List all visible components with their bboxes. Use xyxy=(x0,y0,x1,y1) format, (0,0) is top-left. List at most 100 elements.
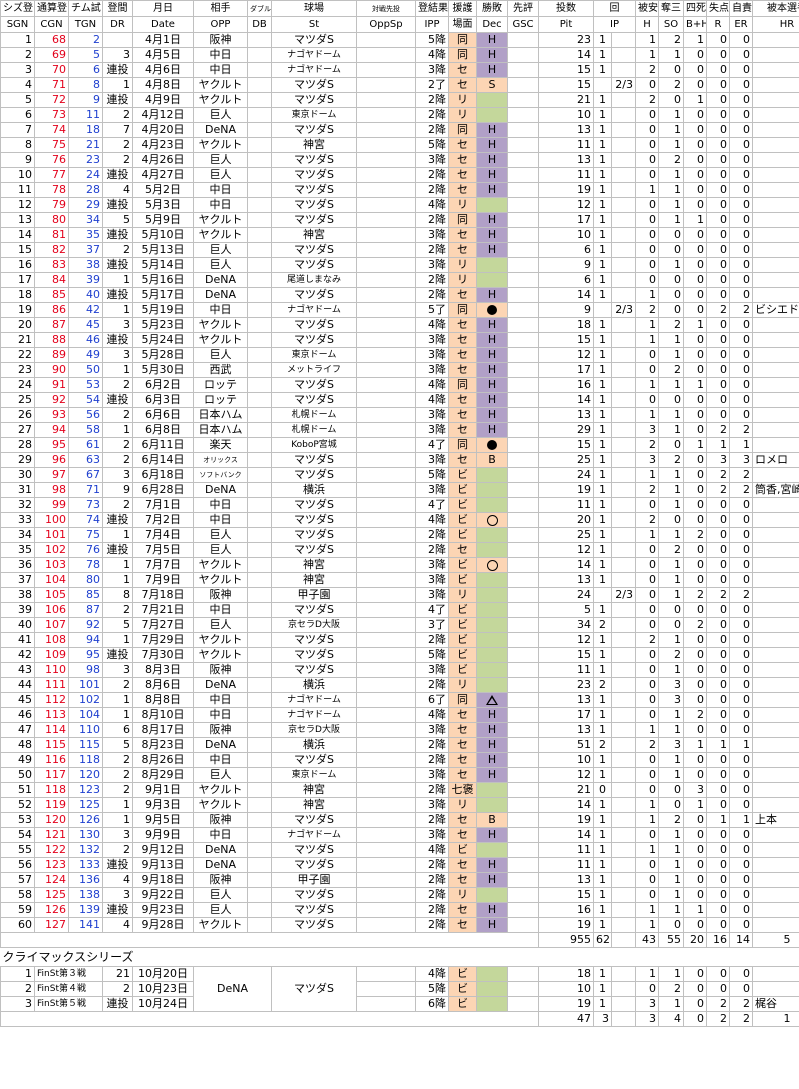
game-row: 25 92 54 連投 6月3日 ロッテ マツダS 4降セ H 14 1 0 0 0 0 0 xyxy=(0,392,799,408)
table-cell xyxy=(247,272,272,288)
table-cell: 1 xyxy=(593,482,612,498)
table-cell: 0 xyxy=(729,722,753,738)
table-cell xyxy=(507,632,539,648)
table-cell: 9月5日 xyxy=(132,812,194,828)
table-cell: 13 xyxy=(538,692,594,708)
table-cell: 0 xyxy=(729,287,753,303)
table-cell: 1 xyxy=(706,437,730,453)
table-cell: H xyxy=(476,347,508,363)
table-cell: メットライフ xyxy=(271,362,357,378)
table-cell: 尾道しまなみ xyxy=(271,272,357,288)
table-cell: 113 xyxy=(34,707,69,723)
table-cell: 0 xyxy=(635,587,659,603)
table-cell: S xyxy=(476,77,508,93)
table-cell: 東京ドーム xyxy=(271,107,357,123)
table-cell xyxy=(752,527,799,543)
table-cell: 1 xyxy=(658,407,684,423)
game-row: 1 68 2 4月1日 阪神 マツダS 5降同 H 23 1 1 2 1 0 0 xyxy=(0,32,799,48)
table-cell xyxy=(507,332,539,348)
table-cell: 1 xyxy=(102,797,133,813)
table-cell: 2 xyxy=(102,767,133,783)
table-cell xyxy=(356,152,416,168)
table-cell: 0 xyxy=(706,917,730,933)
game-row: 7 74 18 7 4月20日 DeNA マツダS 2降同 H 13 1 0 1 0 0 0 xyxy=(0,122,799,138)
table-cell: 0 xyxy=(683,692,707,708)
table-cell: 0 xyxy=(729,362,753,378)
table-cell: 8 xyxy=(0,137,35,153)
column-header: R xyxy=(706,16,730,33)
table-cell: 14 xyxy=(538,287,594,303)
table-cell: 94 xyxy=(68,632,103,648)
table-cell: 0 xyxy=(706,707,730,723)
table-cell: 4月26日 xyxy=(132,152,194,168)
table-cell xyxy=(507,137,539,153)
table-cell xyxy=(507,542,539,558)
table-cell: 0 xyxy=(706,227,730,243)
table-cell: セ xyxy=(448,707,477,723)
table-cell: 1 xyxy=(593,257,612,273)
table-cell: 4 xyxy=(102,917,133,933)
table-cell: ヤクルト xyxy=(193,212,248,228)
table-cell: 0 xyxy=(729,752,753,768)
table-cell: 78 xyxy=(68,557,103,573)
table-cell xyxy=(247,452,272,468)
table-cell: 11 xyxy=(0,182,35,198)
table-cell xyxy=(247,857,272,873)
table-cell: 6月8日 xyxy=(132,422,194,438)
table-cell xyxy=(752,617,799,633)
table-cell xyxy=(611,966,636,982)
table-cell xyxy=(476,587,508,603)
table-cell: 3降 xyxy=(415,722,449,738)
table-cell: 0 xyxy=(729,167,753,183)
table-cell: ビ xyxy=(448,632,477,648)
table-cell: 2 xyxy=(635,92,659,108)
game-row: 55 122 132 2 9月12日 DeNA マツダS 4降ビ 11 1 1 1 0 0 0 xyxy=(0,842,799,858)
table-cell: 32 xyxy=(0,497,35,513)
table-cell: マツダS xyxy=(271,92,357,108)
table-cell: ヤクルト xyxy=(193,332,248,348)
table-cell: 4 xyxy=(102,872,133,888)
table-cell: 阪神 xyxy=(193,32,248,48)
table-cell: 0 xyxy=(706,242,730,258)
column-header: 先評 xyxy=(507,0,539,17)
table-cell: ナゴヤドーム xyxy=(271,62,357,78)
table-cell: 1 xyxy=(593,966,612,982)
table-cell xyxy=(611,257,636,273)
table-cell xyxy=(247,737,272,753)
table-cell: 2降 xyxy=(415,167,449,183)
table-cell xyxy=(247,797,272,813)
table-cell xyxy=(356,242,416,258)
table-cell: 2 xyxy=(658,812,684,828)
table-cell: 0 xyxy=(706,407,730,423)
table-cell xyxy=(356,707,416,723)
table-cell xyxy=(507,77,539,93)
table-cell xyxy=(247,587,272,603)
table-cell: 3 xyxy=(102,827,133,843)
section-label-row: クライマックスシリーズ xyxy=(0,947,799,967)
table-cell: 0 xyxy=(706,902,730,918)
table-cell: 0 xyxy=(683,77,707,93)
table-cell xyxy=(507,662,539,678)
table-cell: 0 xyxy=(729,767,753,783)
table-cell: 2 xyxy=(102,602,133,618)
table-cell: 7月1日 xyxy=(132,497,194,513)
table-cell: 2 xyxy=(706,422,730,438)
table-cell: 1 xyxy=(635,966,659,982)
table-cell: 138 xyxy=(68,887,103,903)
table-cell: DeNA xyxy=(193,857,248,873)
table-cell: 0 xyxy=(706,347,730,363)
table-cell: 110 xyxy=(34,662,69,678)
table-cell: 0 xyxy=(635,362,659,378)
table-cell: 4降 xyxy=(415,47,449,63)
table-cell: 2 xyxy=(102,497,133,513)
table-cell: 0 xyxy=(729,917,753,933)
table-cell: 巨人 xyxy=(193,542,248,558)
table-cell: 0 xyxy=(635,707,659,723)
table-cell xyxy=(611,602,636,618)
table-cell: セ xyxy=(448,812,477,828)
table-cell: 89 xyxy=(34,347,69,363)
total-r: 16 xyxy=(706,932,730,948)
table-cell xyxy=(247,347,272,363)
table-cell: 0 xyxy=(729,407,753,423)
table-cell xyxy=(752,662,799,678)
